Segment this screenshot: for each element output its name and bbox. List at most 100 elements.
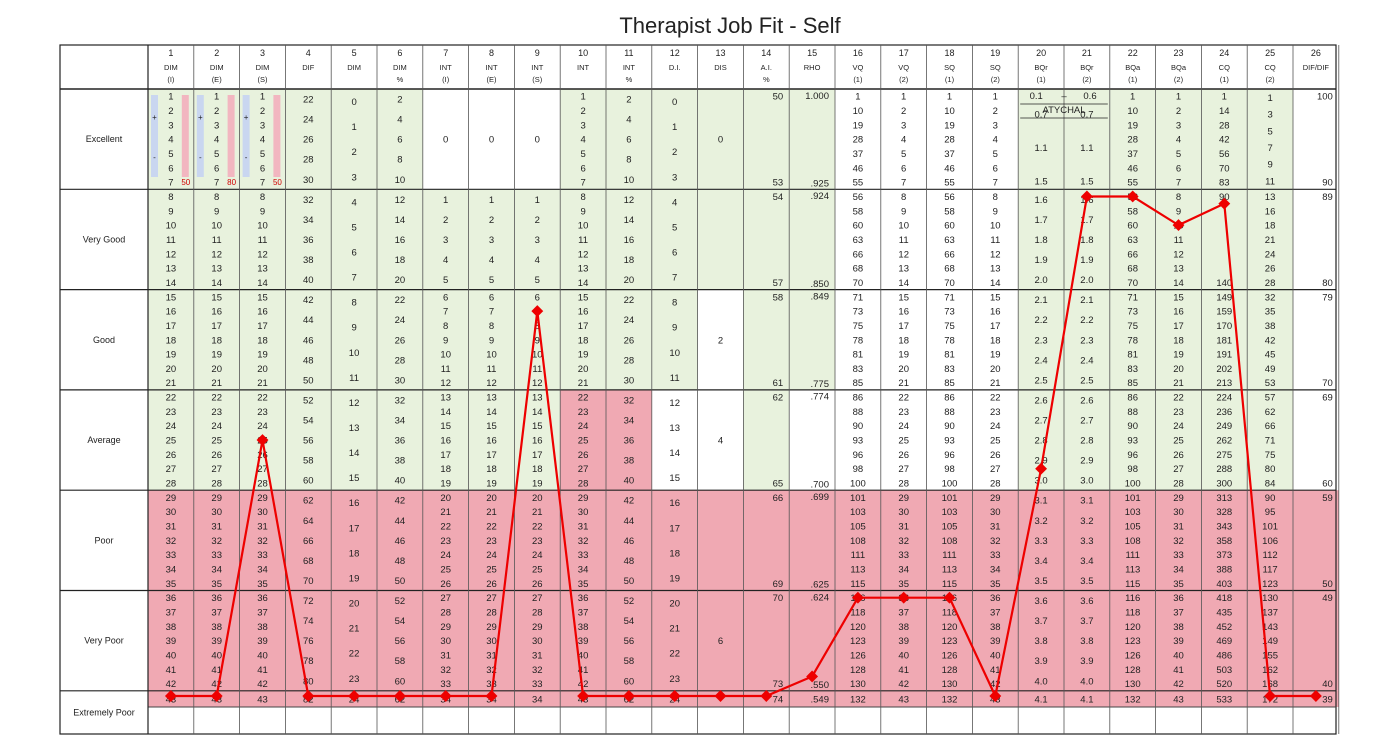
cell-value: 2.4 xyxy=(1080,355,1093,366)
cell-value: 31 xyxy=(898,522,909,533)
cell-value: 50 xyxy=(1322,579,1333,590)
cell-value: 1.8 xyxy=(1080,235,1093,246)
cell-bg xyxy=(148,389,194,491)
cell-bg xyxy=(377,389,423,491)
cell-value: 73 xyxy=(1127,307,1138,318)
cell-value: 1 xyxy=(1222,92,1227,103)
cell-value: 54 xyxy=(624,616,635,627)
cell-value: 28 xyxy=(944,135,955,146)
cell-value: 53 xyxy=(1265,378,1276,389)
cell-value: 155 xyxy=(1262,650,1278,661)
cell-value: 29 xyxy=(578,493,589,504)
cell-bg xyxy=(468,590,515,691)
cell-value: 105 xyxy=(850,522,866,533)
cell-bg xyxy=(789,289,835,390)
cell-value: 3 xyxy=(901,120,906,131)
cell-value: 84 xyxy=(1265,479,1276,490)
cell-value: 4.1 xyxy=(1080,694,1093,705)
cell-value: 23 xyxy=(440,536,451,547)
bqr-high: 0.6 xyxy=(1083,91,1096,102)
cell-bg xyxy=(1247,89,1293,190)
cell-value: 149 xyxy=(1262,636,1278,647)
cell-value: 3.4 xyxy=(1080,556,1093,567)
cell-value: 69 xyxy=(1322,393,1333,404)
cell-value: 103 xyxy=(850,507,866,518)
col-header: DIM xyxy=(393,63,407,72)
col-number: 15 xyxy=(807,48,817,58)
cell-value: 36 xyxy=(303,235,314,246)
cell-value: 3 xyxy=(168,120,173,131)
cell-value: 70 xyxy=(1127,278,1138,289)
dim-bar-pink xyxy=(273,95,281,177)
cell-bg xyxy=(193,389,240,491)
cell-value: 96 xyxy=(853,450,864,461)
cell-value: 14 xyxy=(1173,278,1184,289)
cell-value: 19 xyxy=(349,573,360,584)
cell-value: 26 xyxy=(395,335,406,346)
cell-value: 5 xyxy=(443,275,448,286)
cell-bg xyxy=(331,89,377,190)
cell-value: 115 xyxy=(1125,579,1140,590)
cell-value: 4 xyxy=(443,255,448,266)
cell-value: 24 xyxy=(303,115,314,126)
col-subheader: (2) xyxy=(1174,75,1184,84)
cell-value: 44 xyxy=(395,516,406,527)
cell-value: 19 xyxy=(853,120,864,131)
cell-value: 39 xyxy=(211,636,222,647)
cell-bg xyxy=(835,690,881,707)
cell-value: 4 xyxy=(397,115,402,126)
cell-value: 388 xyxy=(1216,565,1232,576)
cell-value: 28 xyxy=(853,135,864,146)
cell-bg xyxy=(1201,690,1248,707)
cell-value: 13 xyxy=(1265,192,1276,203)
cell-value: 18 xyxy=(990,335,1001,346)
cell-value: 1 xyxy=(901,92,906,103)
cell-value: 181 xyxy=(1216,335,1232,346)
cell-value: 35 xyxy=(211,579,222,590)
col-header: VQ xyxy=(852,63,863,72)
cell-value: 8 xyxy=(260,192,265,203)
cell-value: 46 xyxy=(303,335,314,346)
cell-value: 7 xyxy=(1267,143,1272,154)
cell-value: 38 xyxy=(898,622,909,633)
cell-value: 56 xyxy=(1219,149,1230,160)
cell-value: 14 xyxy=(669,448,680,459)
cell-value: 20 xyxy=(166,364,177,375)
cell-value: 21 xyxy=(578,378,589,389)
cell-value: 18 xyxy=(211,335,222,346)
col-header: VQ xyxy=(898,63,909,72)
cell-value: 11 xyxy=(487,364,497,375)
cell-bg xyxy=(926,690,973,707)
cell-value: 18 xyxy=(257,335,268,346)
cell-value: 30 xyxy=(211,507,222,518)
cell-value: 5 xyxy=(580,149,585,160)
cell-value: 26 xyxy=(257,450,268,461)
cell-value: 21 xyxy=(486,507,497,518)
cell-value: 46 xyxy=(944,163,955,174)
cell-value: 34 xyxy=(257,565,268,576)
cell-value: 44 xyxy=(303,315,314,326)
cell-value: 30 xyxy=(990,507,1001,518)
cell-value: 435 xyxy=(1216,607,1232,618)
cell-value: 21 xyxy=(990,378,1001,389)
cell-value: 24 xyxy=(257,421,268,432)
cell-value: 31 xyxy=(578,522,589,533)
cell-value: 24 xyxy=(578,421,589,432)
cell-value: 32 xyxy=(990,536,1001,547)
cell-value: 29 xyxy=(1173,493,1184,504)
cell-value: 21 xyxy=(440,507,451,518)
cell-value: 83 xyxy=(944,364,955,375)
cell-value: 35 xyxy=(990,579,1001,590)
cell-value: 30 xyxy=(257,507,268,518)
cell-bg xyxy=(835,490,881,591)
cell-value: 96 xyxy=(1127,450,1138,461)
cell-value: 2 xyxy=(397,95,402,106)
cell-value: 101 xyxy=(850,493,866,504)
cell-bg xyxy=(651,89,698,190)
cell-value: 23 xyxy=(1173,407,1184,418)
cell-value: 32 xyxy=(1173,536,1184,547)
cell-value: 25 xyxy=(1173,436,1184,447)
cell-value: 6 xyxy=(260,163,265,174)
cell-value: 66 xyxy=(303,536,314,547)
cell-value: 37 xyxy=(1173,607,1184,618)
